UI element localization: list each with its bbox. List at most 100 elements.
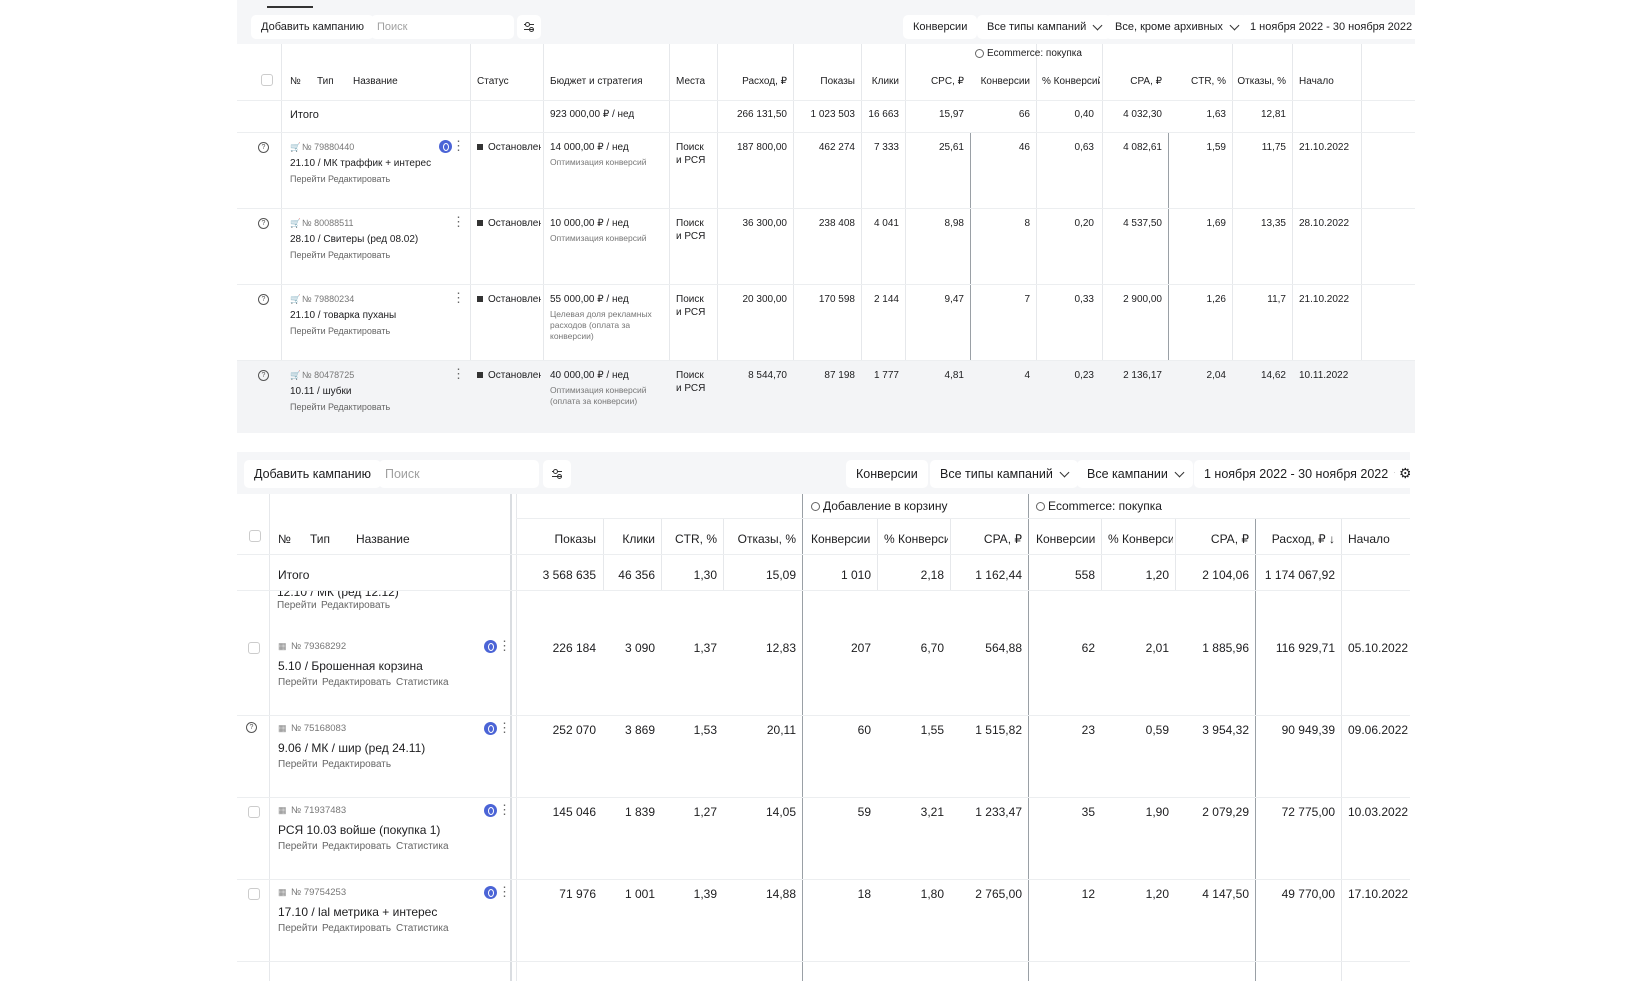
campaign-name[interactable]: 5.10 / Брошенная корзина bbox=[278, 659, 423, 673]
campaign-name[interactable]: 9.06 / МК / шир (ред 24.11) bbox=[278, 741, 426, 755]
row-checkbox[interactable] bbox=[248, 888, 260, 900]
date-range-select[interactable]: 1 ноября 2022 - 30 ноября 2022 bbox=[1240, 15, 1415, 39]
col-conv-rate[interactable]: % Конверсий bbox=[1042, 76, 1100, 87]
edit-link[interactable]: Редактировать bbox=[322, 841, 392, 852]
search-input[interactable] bbox=[371, 15, 514, 39]
archive-filter-select[interactable]: Все, кроме архивных bbox=[1105, 15, 1248, 39]
conversions-button[interactable]: Конверсии bbox=[846, 460, 928, 488]
go-link[interactable]: Перейти bbox=[290, 250, 326, 260]
cell-spend: 90 949,39 bbox=[1281, 723, 1335, 737]
campaign-types-select[interactable]: Все типы кампаний bbox=[977, 15, 1112, 39]
filter-settings-button[interactable] bbox=[543, 460, 571, 488]
col-conv-rate-purchase[interactable]: % Конверсий bbox=[1108, 532, 1173, 546]
go-link[interactable]: Перейти bbox=[278, 923, 318, 934]
date-range-select[interactable]: 1 ноября 2022 - 30 ноября 2022 bbox=[1194, 460, 1410, 488]
col-type[interactable]: Тип bbox=[310, 532, 331, 546]
col-name[interactable]: Название bbox=[356, 532, 410, 546]
col-places[interactable]: Места bbox=[676, 76, 706, 87]
autotarget-icon[interactable] bbox=[484, 886, 497, 899]
select-all-checkbox[interactable] bbox=[261, 74, 273, 86]
go-link[interactable]: Перейти bbox=[278, 677, 318, 688]
col-clicks[interactable]: Клики bbox=[871, 76, 899, 87]
statistics-link[interactable]: Статистика bbox=[396, 923, 449, 934]
add-campaign-button[interactable]: Добавить кампанию bbox=[244, 460, 381, 488]
question-icon[interactable]: ? bbox=[246, 722, 257, 733]
col-budget[interactable]: Бюджет и стратегия bbox=[550, 76, 643, 87]
filter-settings-button[interactable] bbox=[517, 15, 541, 39]
col-name[interactable]: Название bbox=[353, 76, 398, 87]
col-conversions-purchase[interactable]: Конверсии bbox=[1036, 532, 1096, 546]
col-clicks[interactable]: Клики bbox=[622, 532, 655, 546]
col-spend[interactable]: Расход, ₽ bbox=[742, 76, 787, 87]
edit-link[interactable]: Редактировать bbox=[328, 250, 391, 260]
conversions-button[interactable]: Конверсии bbox=[903, 15, 978, 39]
col-bounces[interactable]: Отказы, % bbox=[737, 532, 796, 546]
col-ctr[interactable]: CTR, % bbox=[675, 532, 717, 546]
col-spend-sorted[interactable]: Расход, ₽ ↓ bbox=[1271, 532, 1335, 546]
col-impressions[interactable]: Показы bbox=[820, 76, 855, 87]
col-conversions[interactable]: Конверсии bbox=[980, 76, 1030, 87]
col-num[interactable]: № bbox=[290, 76, 301, 87]
autotarget-icon[interactable] bbox=[484, 722, 497, 735]
col-cpc[interactable]: CPC, ₽ bbox=[930, 76, 964, 87]
col-impressions[interactable]: Показы bbox=[554, 532, 596, 546]
more-menu-icon[interactable] bbox=[498, 720, 511, 736]
cell-cpa: 4 082,61 bbox=[1123, 142, 1162, 153]
col-start[interactable]: Начало bbox=[1348, 532, 1390, 546]
edit-link[interactable]: Редактировать bbox=[322, 923, 392, 934]
go-link[interactable]: Перейти bbox=[278, 841, 318, 852]
campaign-name[interactable]: 21.10 / товарка пуханы bbox=[290, 310, 397, 321]
campaign-name[interactable]: 17.10 / lal метрика + интерес bbox=[278, 905, 438, 919]
more-menu-icon[interactable] bbox=[498, 884, 511, 900]
add-campaign-button[interactable]: Добавить кампанию bbox=[251, 15, 374, 39]
question-icon[interactable]: ? bbox=[258, 370, 269, 381]
search-input[interactable] bbox=[379, 460, 539, 488]
question-icon[interactable]: ? bbox=[258, 294, 269, 305]
edit-link[interactable]: Редактировать bbox=[322, 759, 392, 770]
go-link[interactable]: Перейти bbox=[278, 759, 318, 770]
col-status[interactable]: Статус bbox=[477, 76, 509, 87]
col-type[interactable]: Тип bbox=[317, 76, 334, 87]
statistics-link[interactable]: Статистика bbox=[396, 677, 449, 688]
edit-link[interactable]: Редактировать bbox=[322, 677, 392, 688]
col-start[interactable]: Начало bbox=[1299, 76, 1334, 87]
go-link[interactable]: Перейти bbox=[290, 326, 326, 336]
more-menu-icon[interactable] bbox=[498, 638, 511, 654]
col-conversions-cart[interactable]: Конверсии bbox=[811, 532, 871, 546]
col-bounces[interactable]: Отказы, % bbox=[1237, 76, 1286, 87]
autotarget-icon[interactable] bbox=[484, 640, 497, 653]
autotarget-icon[interactable] bbox=[439, 140, 452, 153]
question-icon[interactable]: ? bbox=[258, 142, 269, 153]
question-icon[interactable]: ? bbox=[258, 218, 269, 229]
go-link[interactable]: Перейти bbox=[290, 174, 326, 184]
col-cpa-cart[interactable]: CPA, ₽ bbox=[983, 532, 1022, 546]
more-menu-icon[interactable] bbox=[452, 290, 465, 306]
more-menu-icon[interactable] bbox=[452, 214, 465, 230]
edit-link[interactable]: Редактировать bbox=[321, 600, 391, 611]
campaign-name[interactable]: 10.11 / шубки bbox=[290, 386, 352, 397]
col-conv-rate-cart[interactable]: % Конверсий bbox=[884, 532, 948, 546]
campaign-name[interactable]: 21.10 / МК траффик + интерес bbox=[290, 158, 432, 169]
statistics-link[interactable]: Статистика bbox=[396, 841, 449, 852]
more-menu-icon[interactable] bbox=[452, 138, 465, 154]
row-checkbox[interactable] bbox=[248, 806, 260, 818]
edit-link[interactable]: Редактировать bbox=[328, 174, 391, 184]
col-cpa[interactable]: CPA, ₽ bbox=[1130, 76, 1162, 87]
row-checkbox[interactable] bbox=[248, 642, 260, 654]
campaign-name[interactable]: РСЯ 10.03 войше (покупка 1) bbox=[278, 823, 441, 837]
table-settings-button[interactable]: ⚙ bbox=[1395, 460, 1410, 488]
autotarget-icon[interactable] bbox=[484, 804, 497, 817]
select-all-checkbox[interactable] bbox=[249, 530, 261, 542]
go-link[interactable]: Перейти bbox=[290, 402, 326, 412]
edit-link[interactable]: Редактировать bbox=[328, 326, 391, 336]
campaign-filter-select[interactable]: Все кампании bbox=[1077, 460, 1193, 488]
go-link[interactable]: Перейти bbox=[277, 600, 317, 611]
campaign-types-select[interactable]: Все типы кампаний bbox=[930, 460, 1078, 488]
col-cpa-purchase[interactable]: CPA, ₽ bbox=[1210, 532, 1249, 546]
more-menu-icon[interactable] bbox=[498, 802, 511, 818]
col-num[interactable]: № bbox=[278, 532, 291, 546]
more-menu-icon[interactable] bbox=[452, 366, 465, 382]
col-ctr[interactable]: CTR, % bbox=[1191, 76, 1226, 87]
campaign-name[interactable]: 28.10 / Свитеры (ред 08.02) bbox=[290, 234, 419, 245]
edit-link[interactable]: Редактировать bbox=[328, 402, 391, 412]
